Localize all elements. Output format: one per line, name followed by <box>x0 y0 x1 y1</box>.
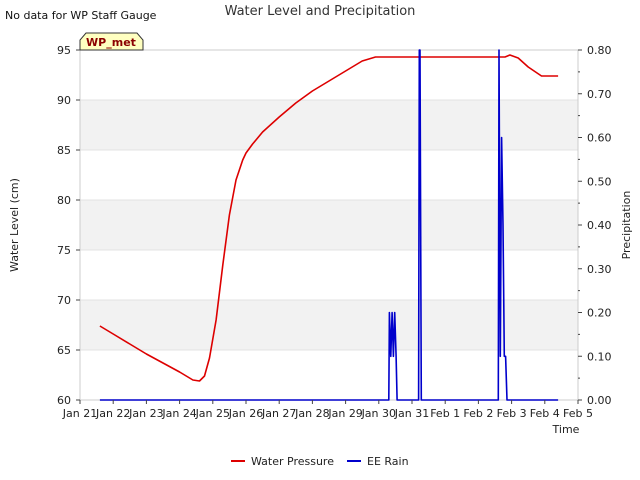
y-right-tick-label: 0.80 <box>587 44 612 57</box>
x-axis-label: Time <box>552 423 580 436</box>
x-tick-label: Feb 3 <box>497 407 527 420</box>
x-tick-label: Feb 5 <box>563 407 593 420</box>
background-band <box>80 200 578 250</box>
y-left-tick-label: 80 <box>57 194 71 207</box>
x-tick-label: Jan 26 <box>228 407 263 420</box>
y-right-tick-label: 0.60 <box>587 132 612 145</box>
y-right-tick-label: 0.70 <box>587 88 612 101</box>
y-left-tick-label: 70 <box>57 294 71 307</box>
x-tick-label: Jan 22 <box>95 407 130 420</box>
y-left-tick-label: 65 <box>57 344 71 357</box>
x-tick-label: Jan 27 <box>261 407 296 420</box>
x-tick-label: Jan 28 <box>294 407 329 420</box>
y-right-tick-label: 0.10 <box>587 350 612 363</box>
y-left-tick-label: 60 <box>57 394 71 407</box>
station-badge-shape <box>79 32 144 51</box>
y-axis-right-label: Precipitation <box>620 191 633 260</box>
chart-title: Water Level and Precipitation <box>225 4 416 19</box>
x-tick-label: Jan 29 <box>327 407 362 420</box>
y-right-tick-label: 0.20 <box>587 307 612 320</box>
x-tick-label: Feb 4 <box>530 407 560 420</box>
y-left-tick-label: 95 <box>57 44 71 57</box>
x-tick-label: Feb 1 <box>430 407 460 420</box>
legend-label-ee-rain: EE Rain <box>367 455 409 468</box>
legend: Water Pressure EE Rain <box>231 455 409 468</box>
y-right-tick-label: 0.40 <box>587 219 612 232</box>
y-right-tick-label: 0.30 <box>587 263 612 276</box>
y-right-tick-label: 0.00 <box>587 394 612 407</box>
series-line-water-pressure <box>99 54 559 382</box>
x-tick-label: Jan 25 <box>195 407 230 420</box>
y-left-tick-label: 85 <box>57 144 71 157</box>
station-badge: WP_met <box>79 32 144 51</box>
y-left-tick-label: 75 <box>57 244 71 257</box>
y-axis-left-label: Water Level (cm) <box>8 178 21 272</box>
legend-label-water-pressure: Water Pressure <box>251 455 334 468</box>
x-tick-label: Jan 31 <box>394 407 429 420</box>
x-tick-label: Jan 30 <box>361 407 396 420</box>
background-band <box>80 100 578 150</box>
y-right-tick-label: 0.50 <box>587 175 612 188</box>
x-tick-label: Feb 2 <box>463 407 493 420</box>
no-data-note: No data for WP Staff Gauge <box>5 9 157 22</box>
x-tick-label: Jan 23 <box>128 407 163 420</box>
background-band <box>80 300 578 350</box>
y-left-tick-label: 90 <box>57 94 71 107</box>
x-tick-label: Jan 24 <box>161 407 196 420</box>
series-line-ee-rain <box>99 49 559 401</box>
station-badge-label: WP_met <box>86 36 136 49</box>
x-tick-label: Jan 21 <box>62 407 97 420</box>
